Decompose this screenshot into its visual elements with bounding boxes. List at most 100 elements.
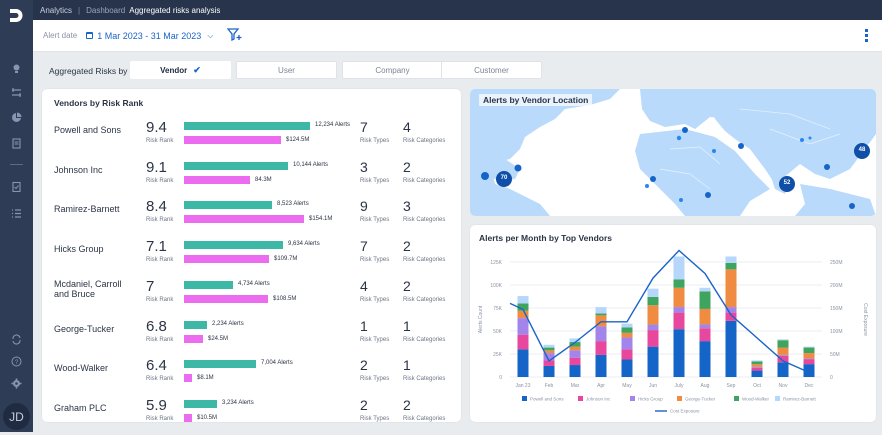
risk-categories-label: Risk Categories <box>403 415 446 422</box>
legend-label: Cost Exposure <box>670 409 700 414</box>
x-tick-label: Nov <box>779 383 788 389</box>
flow-icon[interactable] <box>9 85 24 100</box>
vendor-name[interactable]: Wood-Walker <box>54 363 109 374</box>
bar-segment <box>569 350 581 358</box>
world-map[interactable] <box>470 89 876 216</box>
clipboard-check-icon[interactable] <box>9 179 24 194</box>
cost-label: 84.3M <box>255 176 272 183</box>
user-initials: JD <box>9 409 24 424</box>
legend-label: Hicks Group <box>638 397 663 402</box>
risk-categories-label: Risk Categories <box>403 138 446 144</box>
map-cluster-70[interactable] <box>496 171 512 187</box>
list-icon[interactable] <box>9 206 24 221</box>
legend-label: Powell and Sons <box>530 397 564 402</box>
vendor-row[interactable]: Mcdaniel, Carroll and Bruce 7 Risk Rank … <box>42 278 462 316</box>
legend-swatch <box>677 396 682 401</box>
risk-types-value: 1 <box>360 317 368 334</box>
bar-segment <box>699 291 711 309</box>
tab-vendor[interactable]: Vendor ✔ <box>130 61 231 79</box>
document-icon[interactable] <box>9 136 24 151</box>
tab-user[interactable]: User <box>236 61 337 79</box>
risk-types-label: Risk Types <box>360 376 390 383</box>
vendor-name[interactable]: Hicks Group <box>54 244 104 255</box>
vendor-row[interactable]: Ramirez-Barnett 8.4 Risk Rank 8,523 Aler… <box>42 198 462 236</box>
cost-bar <box>184 374 192 383</box>
vendor-name[interactable]: George-Tucker <box>54 323 115 334</box>
bar-segment <box>543 350 555 354</box>
risk-categories-label: Risk Categories <box>403 336 446 343</box>
tab-customer[interactable]: Customer <box>441 61 542 79</box>
lightbulb-icon[interactable] <box>9 61 24 76</box>
legend-label: Wood-Walker <box>742 397 770 402</box>
cluster-label-48: 48 <box>858 147 866 153</box>
alerts-label: 10,144 Alerts <box>293 161 329 168</box>
cost-exposure-line <box>509 249 810 374</box>
x-tick-label: Jun <box>649 383 657 389</box>
map-cluster-52[interactable] <box>779 176 795 192</box>
bar-segment <box>673 307 685 313</box>
vendor-row[interactable]: Powell and Sons 9.4 Risk Rank 12,234 Ale… <box>42 119 462 157</box>
vendor-row[interactable]: George-Tucker 6.8 Risk Rank 2,234 Alerts… <box>42 318 462 356</box>
bar-segment <box>725 307 737 313</box>
risk-rank-label: Risk Rank <box>146 257 174 264</box>
vendor-name[interactable]: Powell and Sons <box>54 125 122 135</box>
risk-rank-value: 8.4 <box>146 198 167 216</box>
bar-segment <box>751 367 763 371</box>
pie-chart-icon[interactable] <box>9 110 24 125</box>
legend-swatch <box>630 396 635 401</box>
vendor-row[interactable]: Johnson Inc 9.1 Risk Rank 10,144 Alerts … <box>42 159 462 197</box>
risk-categories-value: 2 <box>403 158 411 175</box>
legend-swatch <box>775 396 780 401</box>
alerts-bar <box>184 161 288 170</box>
risk-categories-value: 2 <box>403 238 411 255</box>
map-cluster-48[interactable] <box>854 143 870 159</box>
vendor-name[interactable]: Johnson Inc <box>54 164 103 175</box>
help-icon[interactable]: ? <box>9 354 24 369</box>
bar-segment <box>751 360 763 362</box>
bar-segment <box>517 310 529 319</box>
bar-segment <box>517 349 529 377</box>
cluster-label-52: 52 <box>783 180 791 186</box>
tab-company[interactable]: Company <box>342 61 443 79</box>
sync-icon[interactable] <box>9 332 24 347</box>
alerts-label: 4,734 Alerts <box>238 280 270 287</box>
bar-segment <box>517 318 529 335</box>
vendor-row[interactable]: Graham PLC 5.9 Risk Rank 3,234 Alerts $1… <box>42 397 462 435</box>
date-range-picker[interactable]: 1 Mar 2023 - 31 Mar 2023 ⌵ <box>86 31 213 41</box>
cost-bar <box>184 413 192 422</box>
aggregate-by-label: Aggregated Risks by <box>49 66 128 76</box>
bar-segment <box>595 313 607 316</box>
y-tick-label: 50K <box>493 329 503 335</box>
y2-tick-label: 250M <box>830 260 843 266</box>
breadcrumb-dashboard[interactable]: Dashboard <box>86 5 126 15</box>
vendor-name[interactable]: Ramirez-Barnett <box>54 204 120 215</box>
vendor-name[interactable]: Mcdaniel, Carroll and Bruce <box>54 278 122 299</box>
map-marker <box>645 184 649 188</box>
bar-segment <box>751 366 763 368</box>
breadcrumb-analytics[interactable]: Analytics <box>40 5 73 15</box>
map-marker <box>808 136 812 140</box>
bar-segment <box>595 307 607 314</box>
y-tick-label: 75K <box>493 306 503 312</box>
risk-types-value: 4 <box>360 277 368 294</box>
vendors-by-risk-rank-card: Vendors by Risk Rank Powell and Sons 9.4… <box>42 89 461 422</box>
vendor-location-map[interactable]: 70 52 48 Alerts by Vendor Location <box>470 89 876 216</box>
more-options-icon[interactable] <box>865 29 868 42</box>
bar-segment <box>543 365 555 377</box>
bar-segment <box>803 353 815 359</box>
vendor-name[interactable]: Graham PLC <box>54 402 107 413</box>
risk-rank-label: Risk Rank <box>146 296 174 303</box>
map-marker <box>676 135 682 141</box>
risk-rank-value: 7.1 <box>146 238 167 256</box>
y2-tick-label: 200M <box>830 283 843 289</box>
add-filter-button[interactable] <box>227 27 243 44</box>
bar-segment <box>673 287 685 308</box>
gear-icon[interactable] <box>9 376 24 391</box>
vendor-row[interactable]: Wood-Walker 6.4 Risk Rank 7,004 Alerts $… <box>42 357 462 395</box>
vendor-row[interactable]: Hicks Group 7.1 Risk Rank 9,634 Alerts $… <box>42 238 462 276</box>
bar-segment <box>569 342 581 347</box>
bar-segment <box>543 360 555 366</box>
bar-segment <box>803 358 815 360</box>
app-logo[interactable] <box>8 7 25 24</box>
avatar[interactable]: JD <box>3 403 30 430</box>
